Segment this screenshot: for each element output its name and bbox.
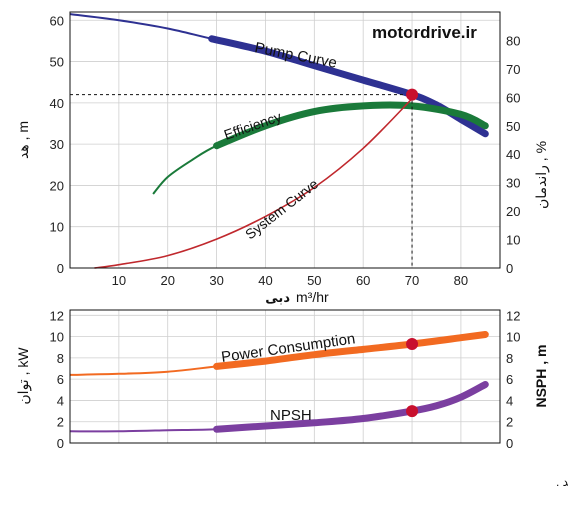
bottom-right-tick-label: 6 xyxy=(506,372,513,387)
top-left-tick-label: 30 xyxy=(50,137,64,152)
top-right-tick-label: 60 xyxy=(506,90,520,105)
bottom-right-tick-label: 2 xyxy=(506,415,513,430)
top-x-tick-label: 70 xyxy=(405,273,419,288)
top-x-tick-label: 10 xyxy=(112,273,126,288)
bottom-left-tick-label: 8 xyxy=(57,351,64,366)
efficiency-label: Efficiency xyxy=(222,108,284,143)
bottom-right-axis-label: NSPH , m xyxy=(533,344,549,407)
operating-point-marker xyxy=(406,405,419,418)
top-chart-frame xyxy=(69,11,501,269)
bottom-left-tick-label: 4 xyxy=(57,393,64,408)
top-left-tick-label: 20 xyxy=(50,178,64,193)
bottom-left-tick-label: 6 xyxy=(57,372,64,387)
operating-point-marker xyxy=(406,338,419,351)
top-left-tick-label: 10 xyxy=(50,220,64,235)
top-x-tick-label: 60 xyxy=(356,273,370,288)
power-consumption-bold-segment xyxy=(213,331,489,370)
bottom-chart-ticks: 0 0 2 2 4 4 6 6 8 8 10 10 12 12 xyxy=(50,308,521,451)
top-chart-series xyxy=(69,13,489,269)
bottom-left-tick-label: 0 xyxy=(57,436,64,451)
operating-point-marker xyxy=(406,88,419,101)
x-axis-label-fa: دبی xyxy=(265,290,290,305)
top-right-tick-label: 20 xyxy=(506,204,520,219)
top-right-tick-label: 50 xyxy=(506,119,520,134)
x-axis-label-unit: m³/hr xyxy=(296,289,329,305)
top-x-tick-label: 20 xyxy=(160,273,174,288)
watermark: motordrive.ir xyxy=(372,23,477,42)
top-right-tick-label: 10 xyxy=(506,233,520,248)
bottom-right-tick-label: 4 xyxy=(506,393,513,408)
top-left-tick-label: 40 xyxy=(50,96,64,111)
npsh-label: NPSH xyxy=(270,407,312,424)
top-chart-ticks: 10 20 30 40 50 60 70 80 0 10 20 30 40 50 60 0 10 20 30 40 50… xyxy=(50,13,521,288)
top-right-axis-label: راندمان , % xyxy=(533,141,550,209)
pump-curve-bold-segment xyxy=(208,35,489,138)
efficiency-line xyxy=(152,103,486,195)
top-left-tick-label: 50 xyxy=(50,55,64,70)
top-left-axis-label: هد , m xyxy=(15,121,31,159)
bottom-left-tick-label: 12 xyxy=(50,308,64,323)
top-x-tick-label: 50 xyxy=(307,273,321,288)
bottom-chart-series xyxy=(69,331,489,433)
bottom-right-tick-label: 10 xyxy=(506,330,520,345)
top-x-tick-label: 40 xyxy=(258,273,272,288)
system-curve-line xyxy=(94,98,413,269)
figure-caption: شکل ۵: راندمان، توان و NPSH می توانند رو… xyxy=(556,475,568,490)
top-left-tick-label: 0 xyxy=(57,261,64,276)
bottom-right-tick-label: 8 xyxy=(506,351,513,366)
bottom-left-tick-label: 10 xyxy=(50,330,64,345)
top-right-tick-label: 80 xyxy=(506,33,520,48)
top-left-tick-label: 60 xyxy=(50,13,64,28)
bottom-chart-frame xyxy=(69,309,501,444)
top-x-tick-label: 30 xyxy=(209,273,223,288)
top-x-tick-label: 80 xyxy=(454,273,468,288)
top-right-tick-label: 70 xyxy=(506,62,520,77)
pump-curve-label: Pump Curve xyxy=(253,39,338,72)
top-right-tick-label: 30 xyxy=(506,176,520,191)
bottom-left-tick-label: 2 xyxy=(57,415,64,430)
bottom-right-tick-label: 12 xyxy=(506,308,520,323)
bottom-left-axis-label: توان , kW xyxy=(15,347,32,405)
top-right-tick-label: 40 xyxy=(506,147,520,162)
top-right-tick-label: 0 xyxy=(506,261,513,276)
npsh-bold-segment xyxy=(213,381,489,433)
bottom-right-tick-label: 0 xyxy=(506,436,513,451)
efficiency-bold-segment xyxy=(213,101,489,150)
